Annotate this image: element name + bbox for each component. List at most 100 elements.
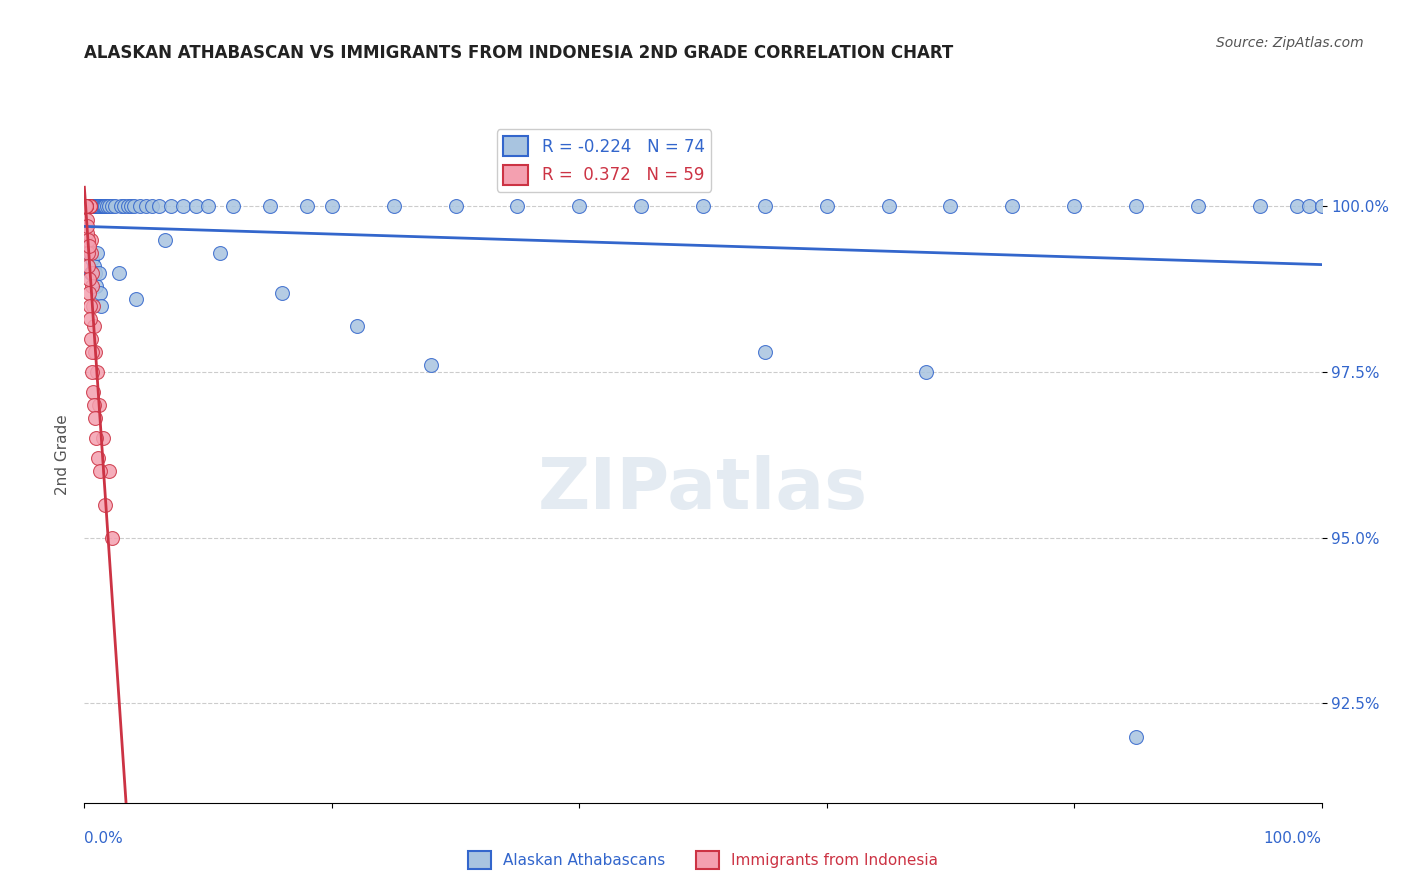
Point xyxy=(75,199,97,213)
Point xyxy=(1187,199,1209,213)
Point xyxy=(754,345,776,359)
Point xyxy=(79,245,101,260)
Point xyxy=(209,245,232,260)
Point xyxy=(76,199,98,213)
Point xyxy=(83,411,105,425)
Point xyxy=(75,199,97,213)
Point xyxy=(75,199,97,213)
Point xyxy=(83,398,105,412)
Point xyxy=(1125,199,1147,213)
Point xyxy=(79,199,101,213)
Point xyxy=(98,199,121,213)
Point xyxy=(184,199,207,213)
Point xyxy=(222,199,245,213)
Point xyxy=(82,365,104,379)
Point xyxy=(80,199,103,213)
Point xyxy=(75,199,97,213)
Point xyxy=(91,431,114,445)
Point xyxy=(76,199,98,213)
Point xyxy=(259,199,281,213)
Point xyxy=(77,199,100,213)
Point xyxy=(82,384,104,399)
Point xyxy=(141,199,163,213)
Point xyxy=(87,451,110,466)
Point xyxy=(197,199,219,213)
Point xyxy=(815,199,838,213)
Text: ZIPatlas: ZIPatlas xyxy=(538,455,868,524)
Point xyxy=(86,245,108,260)
Point xyxy=(112,199,135,213)
Point xyxy=(77,199,100,213)
Point xyxy=(135,199,157,213)
Point xyxy=(89,285,111,300)
Point xyxy=(79,199,101,213)
Point xyxy=(77,199,100,213)
Point xyxy=(93,199,115,213)
Point xyxy=(506,199,529,213)
Point xyxy=(77,239,100,253)
Point xyxy=(1125,730,1147,744)
Point xyxy=(76,219,98,234)
Point xyxy=(73,199,96,213)
Point xyxy=(75,199,97,213)
Point xyxy=(79,312,101,326)
Point xyxy=(79,233,101,247)
Point xyxy=(75,199,97,213)
Text: ALASKAN ATHABASCAN VS IMMIGRANTS FROM INDONESIA 2ND GRADE CORRELATION CHART: ALASKAN ATHABASCAN VS IMMIGRANTS FROM IN… xyxy=(84,45,953,62)
Point xyxy=(77,259,100,273)
Point xyxy=(153,233,176,247)
Point xyxy=(91,199,114,213)
Point xyxy=(80,245,103,260)
Point xyxy=(76,199,98,213)
Point xyxy=(83,318,105,333)
Point xyxy=(295,199,318,213)
Point xyxy=(939,199,962,213)
Point xyxy=(86,365,108,379)
Point xyxy=(117,199,139,213)
Point xyxy=(79,199,101,213)
Point xyxy=(94,498,117,512)
Point xyxy=(87,266,110,280)
Point xyxy=(76,199,98,213)
Point xyxy=(87,199,110,213)
Point xyxy=(630,199,652,213)
Text: 0.0%: 0.0% xyxy=(84,830,124,846)
Point xyxy=(89,199,111,213)
Point xyxy=(96,199,118,213)
Legend: Alaskan Athabascans, Immigrants from Indonesia: Alaskan Athabascans, Immigrants from Ind… xyxy=(461,845,945,875)
Point xyxy=(82,279,104,293)
Point xyxy=(79,199,101,213)
Point xyxy=(80,332,103,346)
Point xyxy=(76,226,98,240)
Point xyxy=(100,199,122,213)
Point xyxy=(84,431,107,445)
Point xyxy=(76,199,98,213)
Point xyxy=(82,299,104,313)
Point xyxy=(129,199,152,213)
Point xyxy=(84,199,107,213)
Point xyxy=(90,299,112,313)
Point xyxy=(73,199,96,213)
Point xyxy=(104,199,127,213)
Legend: R = -0.224   N = 74, R =  0.372   N = 59: R = -0.224 N = 74, R = 0.372 N = 59 xyxy=(496,129,711,192)
Y-axis label: 2nd Grade: 2nd Grade xyxy=(55,415,70,495)
Point xyxy=(125,292,148,306)
Point xyxy=(77,285,100,300)
Point xyxy=(75,199,97,213)
Point xyxy=(108,266,131,280)
Point xyxy=(90,199,112,213)
Point xyxy=(84,279,107,293)
Point xyxy=(1285,199,1308,213)
Point xyxy=(76,212,98,227)
Point xyxy=(82,199,104,213)
Point xyxy=(160,199,183,213)
Point xyxy=(80,266,103,280)
Point xyxy=(100,531,122,545)
Point xyxy=(877,199,900,213)
Point xyxy=(77,199,100,213)
Point xyxy=(1001,199,1024,213)
Point xyxy=(77,199,100,213)
Point xyxy=(75,199,97,213)
Point xyxy=(86,199,108,213)
Point xyxy=(82,252,104,267)
